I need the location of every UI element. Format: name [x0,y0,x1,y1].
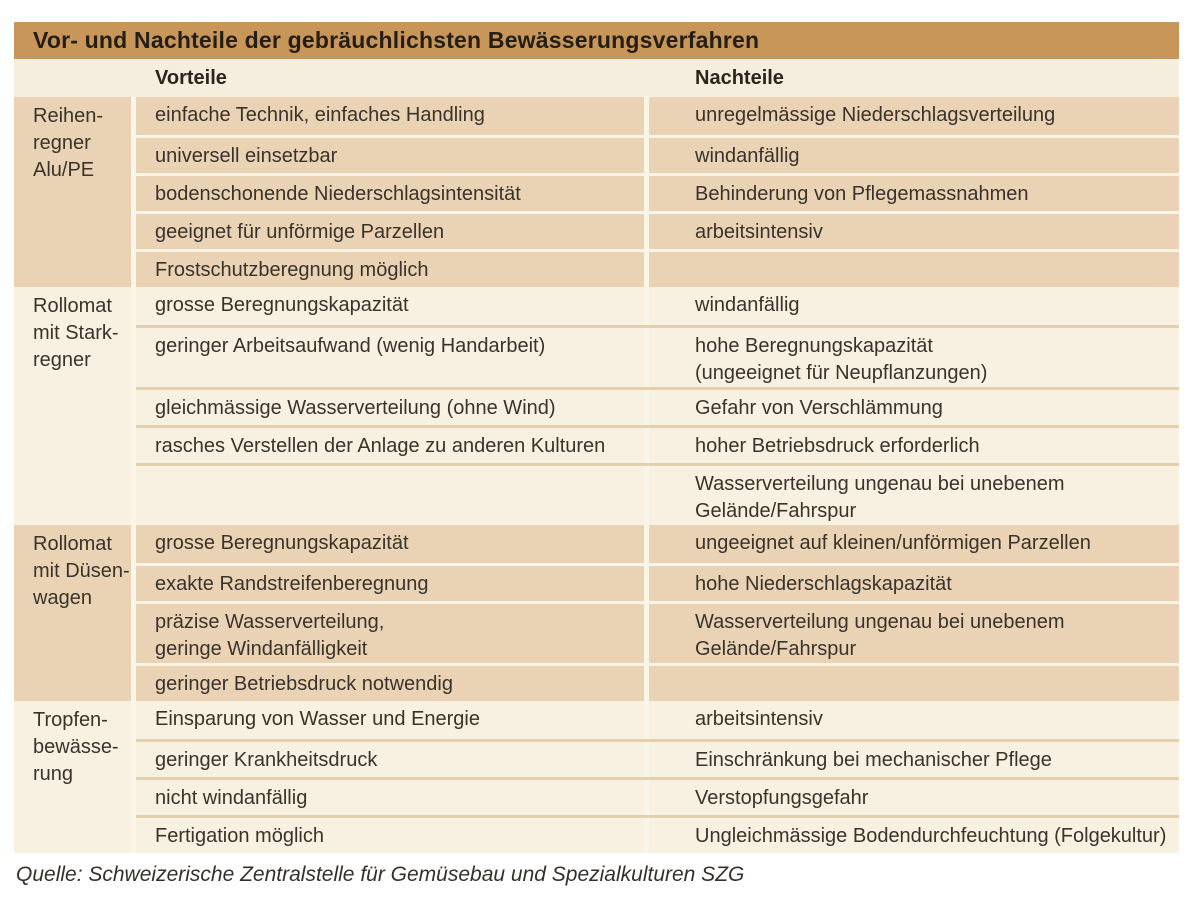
column-header-row: Vorteile Nachteile [14,59,1179,97]
advantage-cell: geringer Arbeitsaufwand (wenig Handarbei… [136,328,649,387]
disadvantage-cell: hoher Betriebsdruck erforderlich [695,435,980,457]
method-group-tropfenbewaesserung: Tropfen- bewässe- rung Einsparung von Wa… [14,701,1179,853]
table-row: rasches Verstellen der Anlage zu anderen… [136,425,1179,463]
method-label: Reihen- regner Alu/PE [14,97,136,287]
table-title: Vor- und Nachteile der gebräuchlichsten … [33,27,760,53]
table-row: geringer Arbeitsaufwand (wenig Handarbei… [136,325,1179,387]
table-row: Frostschutzberegnung möglich [136,249,1179,287]
advantage-cell: grosse Beregnungskapazität [136,525,649,563]
advantage-cell: nicht windanfällig [136,780,649,815]
advantage-cell: geringer Betriebsdruck notwendig [136,666,649,701]
method-label: Tropfen- bewässe- rung [14,701,136,853]
group-rows: grosse Beregnungskapazität windanfällig … [136,287,1179,525]
advantage-cell: universell einsetzbar [136,138,649,173]
table-row: Einsparung von Wasser und Energie arbeit… [136,701,1179,739]
advantage-cell: präzise Wasserverteilung, geringe Windan… [136,604,649,663]
disadvantage-cell: Ungleichmässige Bodendurchfeuchtung (Fol… [695,825,1167,847]
table-row: grosse Beregnungskapazität windanfällig [136,287,1179,325]
advantages-column-header: Vorteile [155,66,227,89]
disadvantage-cell: Behinderung von Pflegemassnahmen [695,183,1029,205]
advantage-cell: geeignet für unförmige Parzellen [136,214,649,249]
disadvantage-cell: Einschränkung bei mechanischer Pflege [695,749,1052,771]
table-row: Fertigation möglich Ungleichmässige Bode… [136,815,1179,853]
table-title-bar: Vor- und Nachteile der gebräuchlichsten … [14,22,1179,59]
method-group-rollomat-duesenwagen: Rollomat mit Düsen- wagen grosse Beregnu… [14,525,1179,701]
disadvantage-cell: unregelmässige Niederschlagsverteilung [695,104,1056,126]
advantage-cell: Frostschutzberegnung möglich [136,252,649,287]
disadvantages-column-header: Nachteile [695,66,784,89]
table-row: präzise Wasserverteilung, geringe Windan… [136,601,1179,663]
disadvantage-cell [649,666,1179,701]
disadvantage-cell: hohe Niederschlagskapazität [695,573,952,595]
table-row: geeignet für unförmige Parzellen arbeits… [136,211,1179,249]
method-label: Rollomat mit Düsen- wagen [14,525,136,701]
source-citation: Quelle: Schweizerische Zentralstelle für… [16,863,745,886]
disadvantage-cell: windanfällig [695,145,800,167]
advantage-cell: einfache Technik, einfaches Handling [136,97,649,135]
table-row: einfache Technik, einfaches Handling unr… [136,97,1179,135]
advantage-cell: Einsparung von Wasser und Energie [136,701,649,739]
disadvantage-cell: arbeitsintensiv [695,708,823,730]
advantage-cell: rasches Verstellen der Anlage zu anderen… [136,428,649,463]
method-group-reihenregner: Reihen- regner Alu/PE einfache Technik, … [14,97,1179,287]
disadvantage-cell: hohe Beregnungskapazität (ungeeignet für… [695,335,988,384]
disadvantage-cell: Wasserverteilung ungenau bei unebenem Ge… [695,473,1065,522]
disadvantage-cell: Wasserverteilung ungenau bei unebenem Ge… [695,611,1065,660]
method-group-rollomat-starkregner: Rollomat mit Stark- regner grosse Beregn… [14,287,1179,525]
table-row: gleichmässige Wasserverteilung (ohne Win… [136,387,1179,425]
disadvantage-cell [649,252,1179,287]
disadvantage-cell: arbeitsintensiv [695,221,823,243]
advantage-cell: Fertigation möglich [136,818,649,853]
table-row: geringer Betriebsdruck notwendig [136,663,1179,701]
advantage-cell: bodenschonende Niederschlagsintensität [136,176,649,211]
method-label: Rollomat mit Stark- regner [14,287,136,525]
table-row: universell einsetzbar windanfällig [136,135,1179,173]
disadvantage-cell: Gefahr von Verschlämmung [695,397,943,419]
irrigation-comparison-table: Vor- und Nachteile der gebräuchlichsten … [14,22,1179,887]
disadvantage-cell: Verstopfungsgefahr [695,787,869,809]
table-row: exakte Randstreifenberegnung hohe Nieder… [136,563,1179,601]
advantage-cell: grosse Beregnungskapazität [136,287,649,325]
table-row: nicht windanfällig Verstopfungsgefahr [136,777,1179,815]
group-rows: grosse Beregnungskapazität ungeeignet au… [136,525,1179,701]
advantage-cell: exakte Randstreifenberegnung [136,566,649,601]
advantage-cell: geringer Krankheitsdruck [136,742,649,777]
disadvantage-cell: ungeeignet auf kleinen/unförmigen Parzel… [695,532,1091,554]
table-row: grosse Beregnungskapazität ungeeignet au… [136,525,1179,563]
table-row: Wasserverteilung ungenau bei unebenem Ge… [136,463,1179,525]
group-rows: einfache Technik, einfaches Handling unr… [136,97,1179,287]
advantage-cell: gleichmässige Wasserverteilung (ohne Win… [136,390,649,425]
advantage-cell [136,466,649,525]
group-rows: Einsparung von Wasser und Energie arbeit… [136,701,1179,853]
disadvantage-cell: windanfällig [695,294,800,316]
table-row: bodenschonende Niederschlagsintensität B… [136,173,1179,211]
table-row: geringer Krankheitsdruck Einschränkung b… [136,739,1179,777]
